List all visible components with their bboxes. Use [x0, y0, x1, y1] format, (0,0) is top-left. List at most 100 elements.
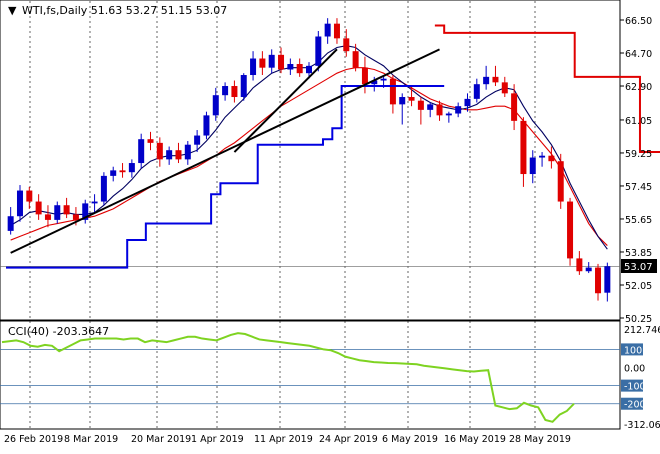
candle-body: [91, 201, 98, 204]
y-tick-label: 52.05: [625, 281, 652, 292]
x-tick-label: 20 Mar 2019: [131, 434, 191, 445]
trend-line: [233, 48, 338, 153]
current-price-label: 53.07: [624, 262, 653, 273]
candle-body: [156, 142, 163, 160]
candle-body: [595, 267, 602, 294]
cci-level-tag: [621, 343, 643, 356]
candle-body: [417, 100, 424, 110]
candle-body: [483, 76, 490, 85]
candle-body: [389, 78, 396, 105]
y-tick-label: 62.90: [625, 82, 652, 93]
cci-info: CCI(40) -203.3647: [8, 325, 109, 338]
candle-body: [194, 135, 201, 145]
candle-body: [166, 150, 173, 160]
candle-body: [26, 190, 33, 202]
x-tick-label: 1 Apr 2019: [191, 434, 244, 445]
cci-y-tick-label: -312.062: [624, 420, 660, 431]
cci-level-tag: [621, 397, 643, 410]
candle-body: [427, 104, 434, 110]
candle-body: [604, 266, 611, 293]
candle-body: [501, 82, 508, 94]
candle-body: [455, 106, 462, 114]
candle-body: [548, 155, 555, 162]
candle-body: [557, 161, 564, 202]
cci-y-tick-label: -100: [624, 382, 646, 393]
candle-body: [35, 201, 42, 215]
candle-body: [259, 58, 266, 68]
candle-body: [380, 78, 387, 81]
candle-body: [203, 115, 210, 136]
y-tick-label: 55.65: [625, 215, 652, 226]
candle-body: [473, 84, 480, 99]
x-tick-label: 11 Apr 2019: [254, 434, 313, 445]
x-tick-label: 28 May 2019: [509, 434, 571, 445]
candle-body: [306, 65, 312, 74]
y-tick-label: 61.05: [625, 116, 652, 127]
candle-body: [240, 75, 247, 98]
candle-body: [212, 95, 219, 116]
candle-body: [100, 175, 107, 202]
x-tick-label: 6 May 2019: [382, 434, 438, 445]
candle-body: [110, 170, 117, 176]
candle-body: [399, 97, 406, 105]
resistance-step-line: [434, 24, 660, 154]
candle-body: [44, 214, 51, 220]
y-tick-label: 66.50: [625, 16, 652, 27]
cci-y-tick-label: 212.746: [624, 325, 660, 336]
y-tick-label: 50.25: [625, 314, 652, 325]
candle-body: [82, 203, 89, 220]
candle-body: [529, 157, 536, 175]
x-tick-label: 8 Mar 2019: [64, 434, 118, 445]
candle-body: [250, 58, 257, 76]
candle-body: [222, 86, 229, 96]
candle-body: [278, 54, 285, 70]
candle-body: [408, 97, 415, 101]
candle-body: [287, 64, 294, 70]
candle-body: [296, 64, 303, 74]
candle-body: [54, 205, 61, 220]
symbol-info: WTI,fs,Daily 51.63 53.27 51.15 53.07: [22, 4, 227, 17]
candle-body: [436, 104, 443, 116]
candle-body: [324, 23, 331, 37]
candle-body: [119, 170, 126, 173]
candle-body: [520, 120, 527, 175]
candle-body: [268, 54, 275, 68]
y-tick-label: 59.25: [625, 149, 652, 160]
candle-body: [361, 67, 368, 85]
candle-body: [445, 113, 452, 116]
current-price-tag: [621, 259, 657, 273]
candle-body: [184, 144, 191, 160]
candle-body: [231, 86, 238, 98]
candle-body: [585, 267, 592, 272]
candle-body: [492, 76, 499, 83]
candle-body: [16, 190, 23, 217]
support-step-line: [6, 85, 445, 269]
cci-y-tick-label: -200: [624, 400, 646, 411]
cci-line: [1, 332, 575, 423]
trend-line: [10, 48, 440, 254]
candle-body: [343, 38, 350, 52]
candle-body: [333, 23, 340, 39]
x-tick-label: 16 May 2019: [444, 434, 506, 445]
cci-level-tag: [621, 379, 643, 392]
candle-body: [539, 155, 546, 158]
candle-body: [63, 205, 70, 215]
candle-body: [175, 150, 182, 160]
x-tick-label: 24 Apr 2019: [319, 434, 378, 445]
candle-body: [7, 216, 14, 231]
candle-body: [147, 139, 154, 143]
ma-slow-line: [10, 67, 608, 246]
main-pane-frame: [0, 0, 621, 321]
candle-body: [464, 98, 471, 107]
x-tick-label: 26 Feb 2019: [4, 434, 63, 445]
candle-body: [352, 51, 359, 68]
cci-y-tick-label: 100: [624, 345, 642, 356]
candle-body: [315, 36, 322, 66]
y-tick-label: 53.85: [625, 248, 652, 259]
cci-y-tick-label: 0.00: [624, 364, 645, 375]
candle-body: [371, 80, 378, 85]
dropdown-arrow-icon[interactable]: ▼: [8, 4, 17, 17]
candle-body: [511, 93, 518, 121]
